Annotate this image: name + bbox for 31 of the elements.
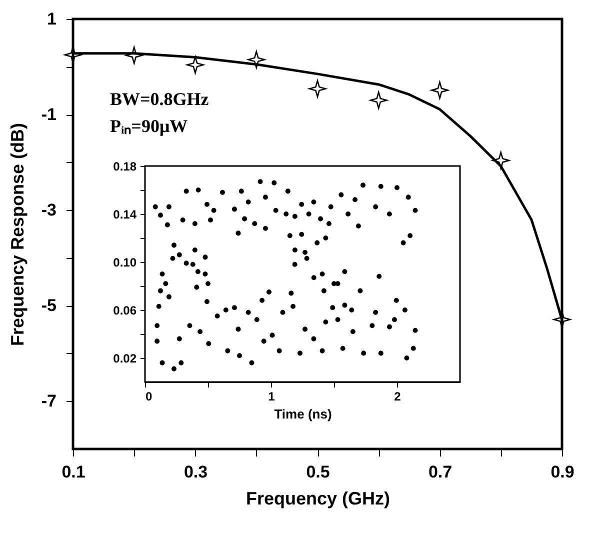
x-tick-label: 1: [268, 390, 276, 404]
point: [308, 80, 326, 98]
y-tick-label: 0.06: [113, 304, 137, 318]
point: [248, 50, 266, 68]
x-axis-title: Frequency (GHz): [246, 488, 390, 508]
y-tick-label: 0.14: [113, 208, 137, 222]
point: [492, 152, 510, 170]
x-tick-label: 0.5: [306, 462, 330, 482]
x-axis-title: Time (ns): [274, 406, 332, 422]
x-tick-label: 0: [146, 390, 152, 404]
point: [125, 46, 143, 64]
x-tick-label: 0.9: [550, 462, 574, 482]
y-tick-label: 0.18: [113, 160, 137, 174]
y-axis-title: Frequency Response (dB): [7, 122, 28, 346]
y-tick-label: 1: [47, 10, 56, 28]
y-tick-label: 0.02: [113, 352, 137, 366]
point: [370, 92, 388, 109]
x-tick-label: 0.1: [62, 462, 86, 482]
point: [186, 56, 204, 74]
x-tick-label: 2: [394, 390, 402, 404]
point: [553, 310, 571, 328]
y-tick-label: -1: [41, 105, 56, 124]
annotation: BW=0.8GHz: [110, 89, 209, 109]
y-tick-label: -5: [41, 296, 56, 316]
y-tick-label: -3: [41, 200, 56, 220]
annotation: Pᵢₙ=90μW: [110, 116, 188, 136]
x-tick-label: 0.3: [184, 462, 208, 482]
x-tick-label: 0.7: [428, 462, 452, 482]
point: [431, 81, 448, 99]
y-tick-label: 0.10: [113, 256, 137, 270]
y-tick-label: -7: [41, 392, 56, 411]
